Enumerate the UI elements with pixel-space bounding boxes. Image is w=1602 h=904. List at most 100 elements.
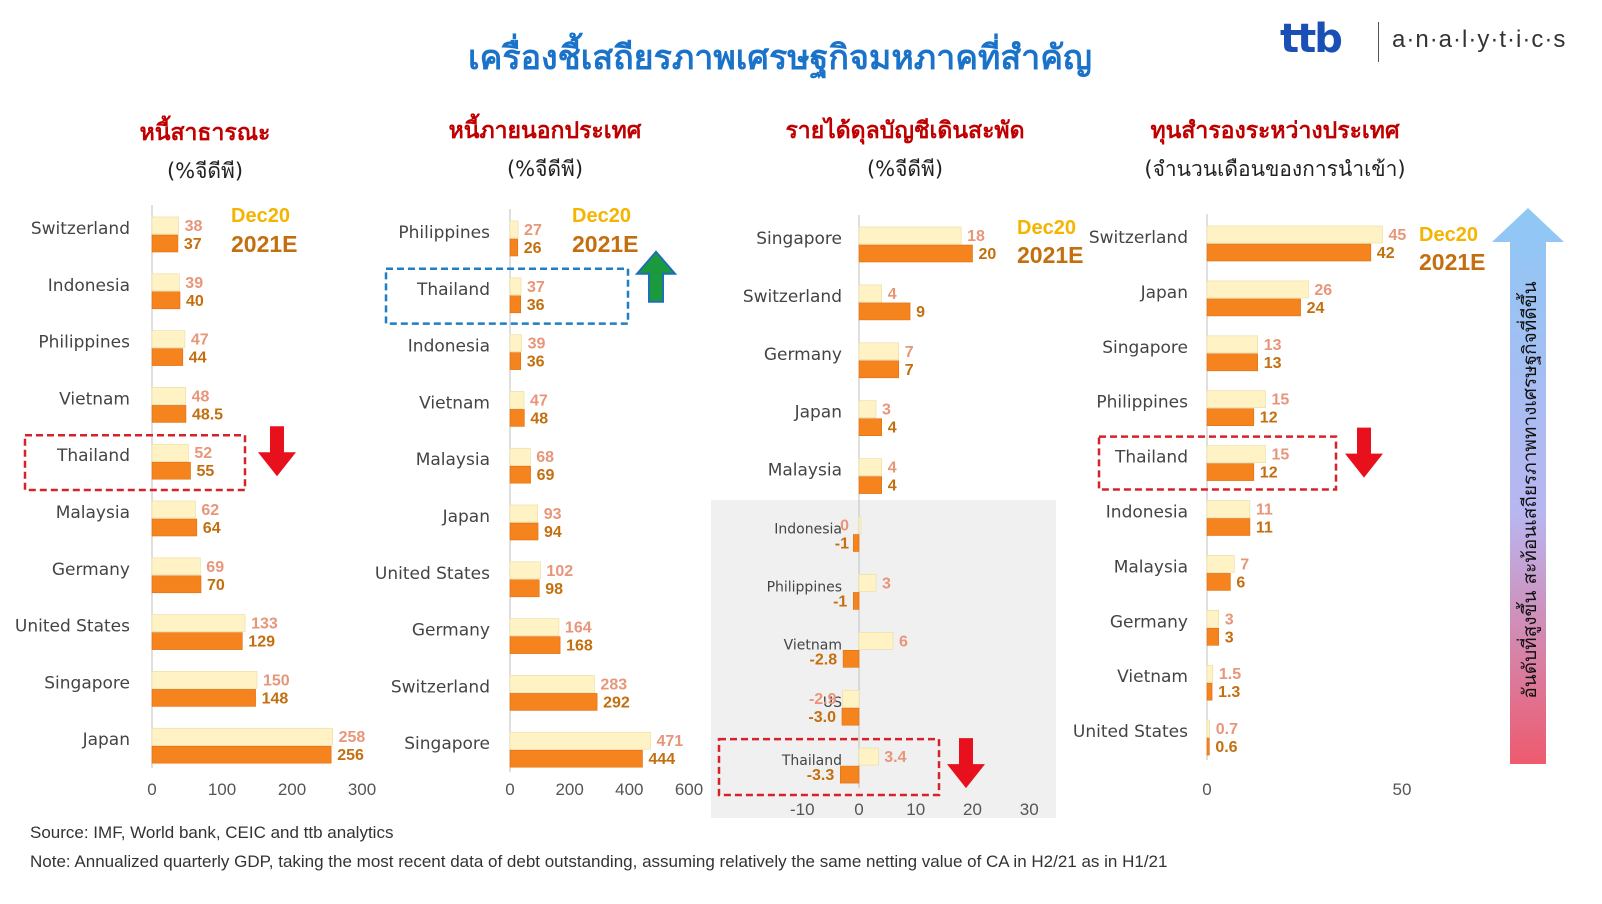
- panel-1-category-label: Malaysia: [56, 503, 130, 523]
- panel-2-bar-dec20: [509, 675, 595, 693]
- panel-3-tick-label: 0: [854, 800, 863, 819]
- panel-3-value-label-2021e: -1: [833, 593, 847, 610]
- panel-1-value-label-2021e: 129: [248, 634, 275, 651]
- panel-1-bar-dec20: [151, 443, 189, 462]
- panel-3-bar-dec20: [858, 516, 862, 534]
- panel-2-category-label: Germany: [412, 621, 490, 641]
- panel-3-value-label-dec20: 7: [905, 344, 914, 361]
- side-label: อันดับที่สูงขึ้น สะท้อนเสถียรภาพทางเศรษฐ…: [1519, 281, 1541, 699]
- panel-1-category-label: Vietnam: [59, 389, 130, 409]
- panel-4-bar-2021e: [1206, 573, 1231, 591]
- panel-1-value-label-2021e: 37: [184, 236, 202, 253]
- panel-1-bar-2021e: [151, 689, 256, 707]
- panel-1-value-label-2021e: 40: [186, 293, 204, 310]
- panel-2-bar-2021e: [509, 749, 643, 768]
- panel-1-value-label-dec20: 39: [185, 275, 203, 292]
- panel-2-bar-dec20: [509, 391, 525, 409]
- panel-4-bar-2021e: [1206, 518, 1251, 536]
- panel-4-bar-2021e: [1206, 682, 1213, 701]
- panel-2-value-label-2021e: 98: [545, 581, 563, 598]
- panel-3-value-label-dec20: -2.9: [809, 691, 837, 708]
- panel-3-bar-dec20: [858, 284, 883, 303]
- panel-3-category-label: Singapore: [756, 229, 842, 249]
- panel-3-category-label: Japan: [794, 403, 842, 423]
- panel-1-tick-label: 0: [147, 780, 156, 799]
- panel-4-bar-dec20: [1206, 390, 1266, 409]
- panel-4-value-label-dec20: 7: [1240, 556, 1249, 573]
- panel-1-category-label: Germany: [52, 560, 130, 580]
- panel-3-value-label-2021e: 4: [888, 420, 897, 437]
- panel-1-bar-2021e: [151, 348, 184, 366]
- panel-1-subtitle: (%จีดีพี): [166, 159, 244, 183]
- panel-3-bar-2021e: [858, 244, 973, 263]
- panel-2-bar-2021e: [509, 636, 561, 654]
- panel-4-value-label-dec20: 1.5: [1219, 666, 1241, 683]
- panel-1-bar-2021e: [151, 291, 181, 310]
- down-arrow-icon: [258, 426, 296, 477]
- panel-3-bar-2021e: [853, 592, 860, 610]
- panel-4-category-label: Philippines: [1096, 393, 1188, 413]
- panel-4-value-label-2021e: 42: [1377, 245, 1395, 262]
- panel-3-value-label-dec20: 4: [888, 286, 897, 303]
- panel-3-bar-2021e: [858, 476, 883, 494]
- panel-3-bar-2021e: [842, 649, 860, 668]
- panel-3-value-label-dec20: 0: [840, 518, 849, 535]
- panel-3-value-label-2021e: -3.0: [808, 709, 836, 726]
- panel-4-category-label: United States: [1073, 722, 1188, 742]
- panel-1-value-label-dec20: 48: [192, 388, 210, 405]
- panel-4-value-label-dec20: 26: [1314, 282, 1332, 299]
- panel-1-bar-dec20: [151, 330, 186, 348]
- panel-2-bar-2021e: [509, 295, 522, 314]
- panel-2-tick-label: 600: [675, 780, 703, 799]
- panel-3-category-label: US: [823, 695, 842, 711]
- panel-1-value-label-dec20: 47: [191, 332, 209, 349]
- panel-4-value-label-dec20: 45: [1389, 227, 1407, 244]
- panel-4-title: ทุนสำรองระหว่างประเทศ: [1150, 118, 1400, 144]
- panel-1-bar-dec20: [151, 500, 196, 519]
- panel-2-bar-dec20: [509, 447, 531, 466]
- panel-3-value-label-2021e: -2.8: [810, 651, 838, 668]
- panel-2-value-label-2021e: 292: [603, 694, 630, 711]
- panel-3-category-label: Thailand: [781, 753, 842, 769]
- panel-2-bar-2021e: [509, 409, 525, 427]
- panel-4-category-label: Singapore: [1102, 338, 1188, 358]
- panel-2-bar-2021e: [509, 238, 519, 257]
- panel-4-bar-2021e: [1206, 737, 1210, 756]
- panel-4-category-label: Thailand: [1114, 448, 1188, 468]
- panel-1-value-label-dec20: 150: [263, 672, 290, 689]
- panel-2-tick-label: 0: [505, 780, 514, 799]
- panel-4-subtitle: (จำนวนเดือนของการนำเข้า): [1144, 157, 1406, 181]
- panel-1-bar-2021e: [151, 745, 332, 764]
- panel-4-category-label: Japan: [1140, 283, 1188, 303]
- panel-4-value-label-2021e: 6: [1236, 574, 1245, 591]
- down-arrow-icon: [947, 738, 985, 789]
- panel-3-bar-dec20: [842, 689, 860, 708]
- panel-2-bar-dec20: [509, 618, 560, 636]
- panel-1-value-label-dec20: 38: [185, 218, 203, 235]
- panel-4-value-label-2021e: 11: [1256, 520, 1273, 537]
- panel-4-bar-dec20: [1206, 500, 1251, 518]
- panel-1-value-label-dec20: 258: [339, 729, 366, 746]
- panel-1-bar-dec20: [151, 727, 333, 746]
- panel-4-value-label-2021e: 12: [1260, 465, 1278, 482]
- panel-3-bar-dec20: [858, 400, 877, 419]
- panel-1-bar-dec20: [151, 557, 201, 576]
- legend-2021e-2: 2021E: [572, 231, 639, 257]
- panel-1-value-label-2021e: 55: [197, 463, 215, 480]
- panel-1-value-label-dec20: 62: [201, 502, 219, 519]
- panel-3-bar-2021e: [858, 360, 900, 379]
- panel-3-value-label-2021e: 20: [979, 246, 997, 263]
- panel-3-bar-dec20: [858, 458, 883, 476]
- panel-3-value-label-dec20: 6: [899, 633, 908, 650]
- panel-2-category-label: Thailand: [416, 280, 490, 300]
- panel-1-value-label-2021e: 70: [207, 577, 225, 594]
- legend-2021e-4: 2021E: [1419, 249, 1486, 275]
- panel-1-bar-2021e: [151, 632, 243, 650]
- panel-1-category-label: United States: [15, 617, 130, 637]
- panel-2-value-label-2021e: 69: [537, 467, 555, 484]
- panel-3-category-label: Switzerland: [743, 287, 842, 307]
- panel-2-value-label-2021e: 36: [527, 354, 545, 371]
- panel-3-title: รายได้ดุลบัญชีเดินสะพัด: [785, 118, 1025, 144]
- panel-2-value-label-dec20: 471: [657, 733, 684, 750]
- panel-3-value-label-dec20: 3.4: [884, 749, 906, 766]
